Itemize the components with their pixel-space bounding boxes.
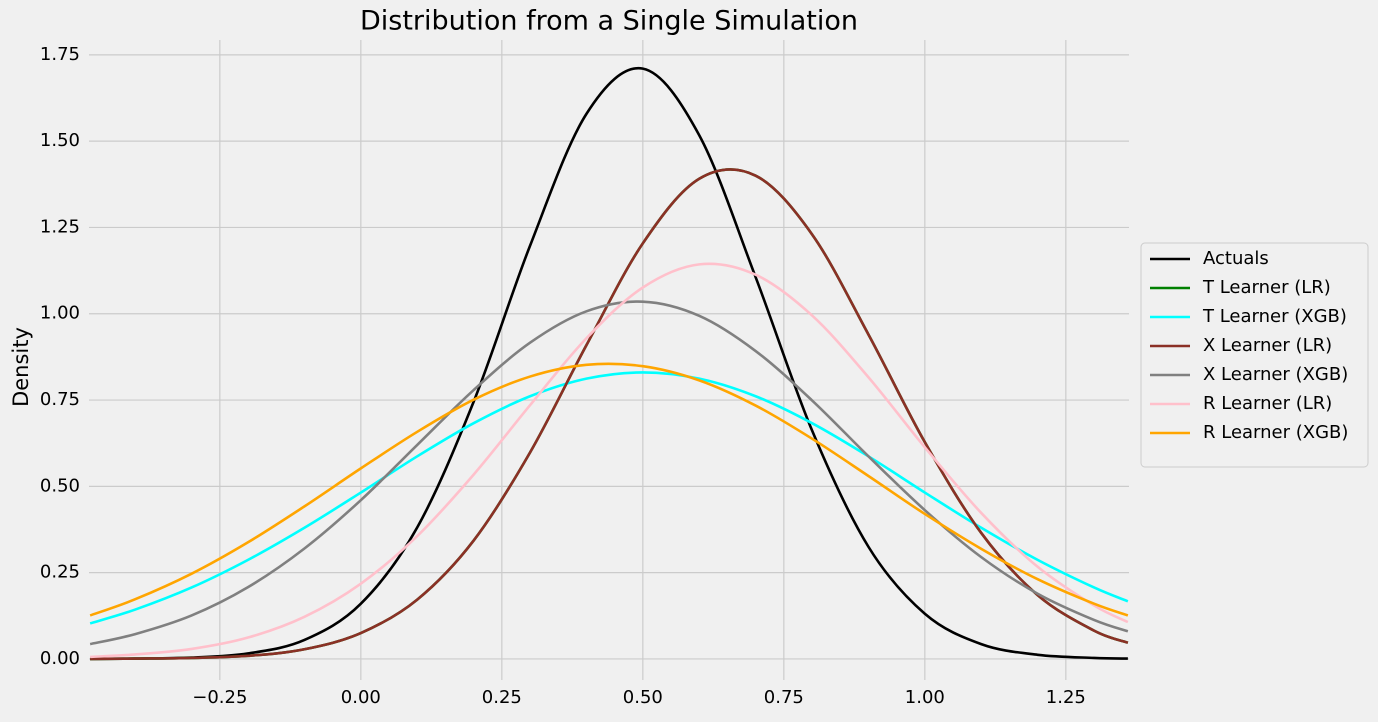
density-line	[89, 371, 1129, 625]
y-tick-label: 1.75	[40, 44, 80, 65]
legend-label: X Learner (LR)	[1203, 335, 1332, 356]
y-tick-label: 1.25	[40, 216, 80, 237]
y-tick-label: 0.75	[40, 389, 80, 410]
x-tick-label: 0.00	[341, 687, 381, 708]
legend-label: R Learner (LR)	[1203, 393, 1332, 414]
x-tick-label: 0.75	[764, 687, 804, 708]
legend-label: Actuals	[1203, 248, 1269, 269]
x-tick-label: 0.50	[623, 687, 663, 708]
x-tick-label: 1.25	[1046, 687, 1086, 708]
legend-label: T Learner (LR)	[1202, 277, 1331, 298]
y-tick-label: 0.00	[40, 648, 80, 669]
density-line	[89, 300, 1129, 646]
legend-box	[1140, 242, 1369, 468]
chart-title: Distribution from a Single Simulation	[360, 6, 858, 37]
grid: 0.00 0.25 0.50 0.75 1.00 1.25 1.50 1.75 −0.25 0.0…	[40, 40, 1129, 708]
density-line	[90, 66, 1128, 661]
density-line	[90, 168, 1129, 661]
legend-label: X Learner (XGB)	[1203, 364, 1348, 385]
density-line	[90, 168, 1129, 661]
y-tick-label: 1.00	[40, 303, 80, 324]
y-axis-label: Density	[9, 327, 33, 407]
x-tick-label: 0.25	[482, 687, 522, 708]
lines	[89, 66, 1129, 661]
density-line	[89, 362, 1129, 617]
x-tick-label: −0.25	[192, 687, 247, 708]
y-tick-label: 0.25	[40, 562, 80, 583]
y-tick-label: 1.50	[40, 130, 80, 151]
legend: Actuals T Learner (LR) T Learner (XGB) X Le…	[1140, 242, 1369, 468]
legend-label: R Learner (XGB)	[1203, 422, 1348, 443]
x-tick-label: 1.00	[905, 687, 945, 708]
y-tick-label: 0.50	[40, 475, 80, 496]
density-line	[90, 262, 1129, 659]
legend-label: T Learner (XGB)	[1202, 306, 1347, 327]
